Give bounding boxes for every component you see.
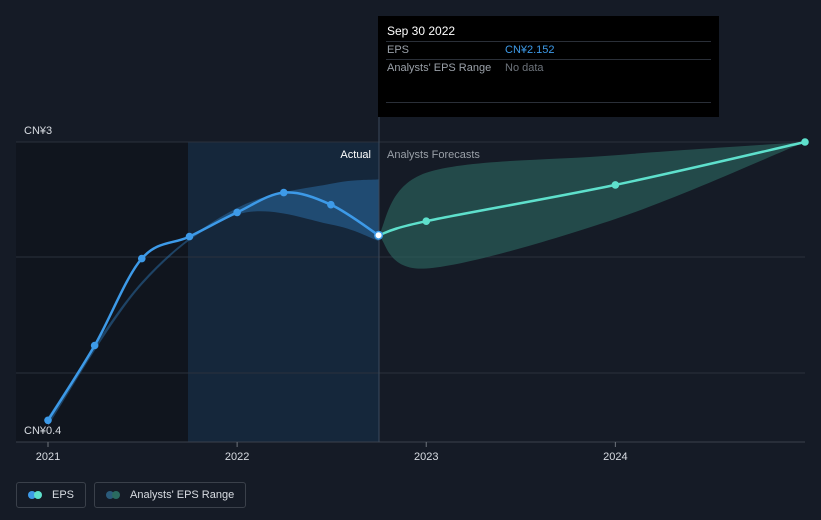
tooltip-range-value: No data bbox=[505, 62, 544, 74]
tooltip-row-range: Analysts' EPS Range No data bbox=[386, 59, 711, 77]
x-tick-label-0: 2021 bbox=[36, 451, 60, 463]
tooltip: Sep 30 2022 EPS CN¥2.152 Analysts' EPS R… bbox=[378, 16, 719, 117]
x-tick-label-1: 2022 bbox=[225, 451, 249, 463]
series-0-point-7 bbox=[374, 230, 384, 240]
series-1-point-3 bbox=[801, 138, 809, 146]
x-tick-label-2: 2023 bbox=[414, 451, 438, 463]
eps-points bbox=[44, 138, 809, 425]
series-0-point-2 bbox=[137, 254, 146, 263]
x-tick-label-3: 2024 bbox=[603, 451, 627, 463]
series-0-point-6 bbox=[327, 200, 335, 209]
legend-eps-button[interactable]: EPS bbox=[16, 482, 87, 508]
series-0-point-0 bbox=[44, 416, 52, 425]
series-0-point-1 bbox=[90, 341, 99, 350]
eps-swatch-icon bbox=[28, 491, 44, 499]
tooltip-separator bbox=[386, 102, 711, 103]
y-axis-bottom-label: CN¥0.4 bbox=[24, 425, 61, 437]
x-axis-ticks: 2021 2022 2023 2024 bbox=[36, 442, 628, 463]
tooltip-range-label: Analysts' EPS Range bbox=[387, 62, 492, 74]
eps-range-forecast-area bbox=[378, 142, 805, 269]
tooltip-date: Sep 30 2022 bbox=[387, 24, 456, 38]
legend: EPS Analysts' EPS Range bbox=[16, 482, 247, 508]
series-0-point-5 bbox=[279, 188, 288, 197]
grid-lines bbox=[16, 141, 805, 443]
past-region-shade bbox=[16, 142, 188, 442]
eps-chart: CN¥3 CN¥0.4 Actual Analysts Forecasts 20… bbox=[16, 117, 809, 463]
eps-range-past-area bbox=[48, 179, 379, 426]
actual-label: Actual bbox=[340, 149, 371, 161]
y-axis-top-label: CN¥3 bbox=[24, 125, 52, 137]
series-line-1 bbox=[378, 140, 806, 237]
forecast-label: Analysts Forecasts bbox=[387, 149, 480, 161]
legend-range-button[interactable]: Analysts' EPS Range bbox=[94, 482, 247, 508]
eps-range-areas bbox=[48, 142, 805, 426]
legend-eps-label: EPS bbox=[52, 489, 75, 501]
range-swatch-icon bbox=[106, 491, 122, 499]
series-1-point-2 bbox=[611, 181, 620, 189]
series-0-point-3 bbox=[185, 232, 194, 241]
tooltip-row-eps: EPS CN¥2.152 bbox=[386, 41, 711, 59]
legend-range-label: Analysts' EPS Range bbox=[130, 489, 235, 501]
series-1-point-1 bbox=[422, 217, 431, 225]
tooltip-eps-label: EPS bbox=[387, 44, 410, 56]
series-0-point-4 bbox=[233, 208, 241, 217]
tooltip-eps-value: CN¥2.152 bbox=[505, 44, 555, 56]
